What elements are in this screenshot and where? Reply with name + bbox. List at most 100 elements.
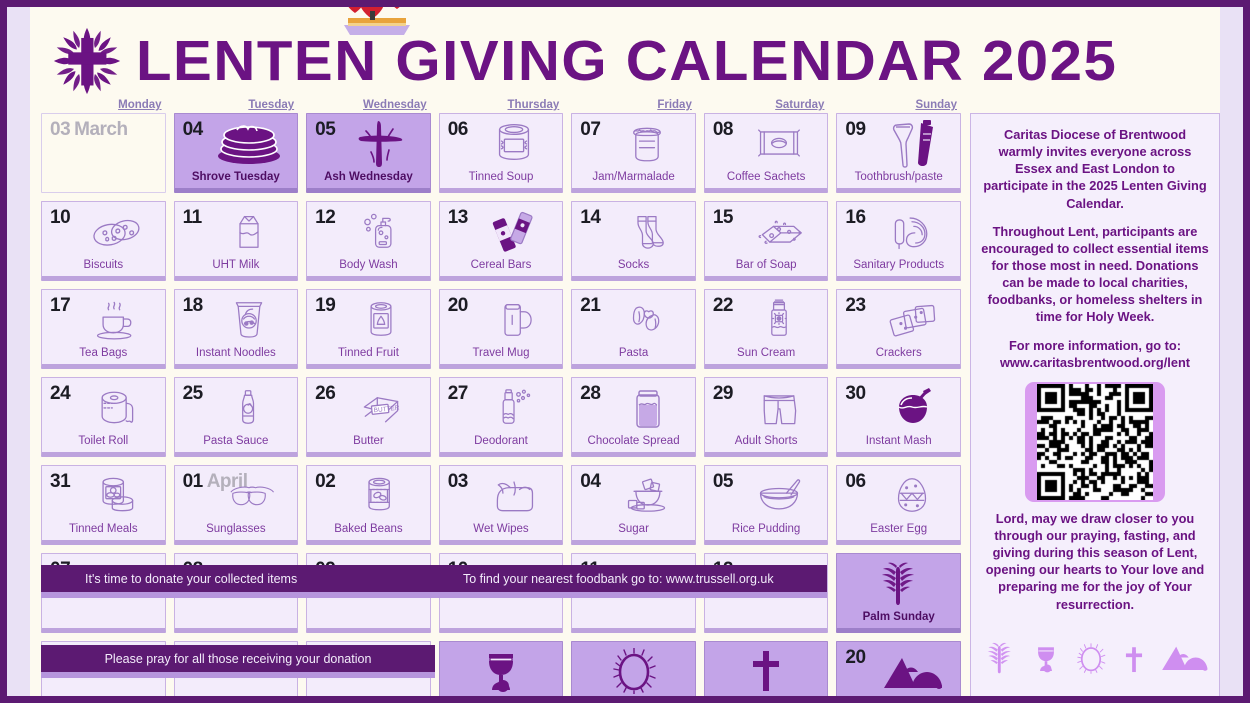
cell-date-number: 13 [447,207,469,228]
cell-date-number: 27 [447,383,469,404]
info-paragraph-3: For more information, go to: www.caritas… [999,337,1191,370]
cell-month-label: March [74,119,128,140]
cross-icon [705,645,828,696]
cell-item-label: Bar of Soap [735,259,797,271]
calendar-cell[interactable]: 06 Tinned Soup [438,113,564,193]
biscuits-icon [42,205,165,257]
jam-jar-icon [572,117,695,169]
calendar-cell[interactable]: 17 Tea Bags [41,289,166,369]
calendar-cell[interactable]: 27 Deodorant [438,377,564,457]
donate-banner: It's time to donate your collected items… [41,565,827,598]
calendar-cell[interactable]: 24 Toilet Roll [41,377,166,457]
qr-code[interactable] [1037,383,1153,500]
teacup-icon [42,293,165,345]
day-header-sunday: Sunday [915,99,957,111]
cell-item-label: Easter Egg [870,523,928,535]
cell-date-number: 20 [447,295,469,316]
calendar-cell[interactable]: 08 Coffee Sachets [703,113,829,193]
cell-date-number: 30 [845,383,866,404]
donation-box-hearts-icon [344,7,410,35]
calendar-cell[interactable]: 29 Adult Shorts [703,377,829,457]
prayer-text: Lord, may we draw closer to you through … [985,510,1205,612]
cell-date-number: 29 [712,383,734,404]
tinned-soup-icon [440,117,563,169]
cell-date-number: 15 [712,207,734,228]
calendar-cell[interactable]: 12 Body Wash [306,201,431,281]
calendar-cell[interactable]: 06 Easter Egg [836,465,961,545]
page-title: LENTEN GIVING CALENDAR 2025 [136,28,1118,93]
cell-date-number: 03 March [50,119,128,140]
cell-date-number: 21 [580,295,601,316]
cell-item-label: Pasta Sauce [203,435,269,447]
cell-date-number: 19 [315,295,336,316]
toilet-roll-icon [42,381,165,433]
calendar-cell[interactable]: 16 Sanitary Products [836,201,961,281]
cell-item-label: Toilet Roll [78,435,129,447]
calendar-cell[interactable]: 22 Sun Cream [703,289,829,369]
calendar-cell[interactable]: 23 Crackers [836,289,961,369]
cell-item-label: Pasta [618,347,649,359]
calendar-cell[interactable]: 18 Instant Noodles [173,289,299,369]
cell-date-number: 04 [182,119,204,140]
cell-date-number: 14 [580,207,601,228]
cell-item-label: Baked Beans [334,523,403,535]
calendar-cell[interactable]: 20Easter Sunday [836,641,961,696]
calendar-cell[interactable]: 07 Jam/Marmalade [571,113,696,193]
wet-wipes-icon [440,469,563,521]
cell-date-number: 25 [182,383,204,404]
calendar-cell[interactable]: 10 Biscuits [41,201,166,281]
calendar-cell[interactable]: 30 Instant Mash [836,377,961,457]
baked-beans-icon [307,469,430,521]
pray-banner: Please pray for all those receiving your… [41,645,435,678]
calendar-cell[interactable]: Good Friday [571,641,696,696]
cell-item-label: Cereal Bars [470,259,532,271]
day-header-friday: Friday [657,99,692,111]
calendar-cell[interactable]: 14 Socks [571,201,696,281]
cell-date-number: 26 [315,383,336,404]
calendar-cell[interactable]: 11 UHT Milk [173,201,299,281]
calendar-cell[interactable]: 13 Cereal Bars [438,201,564,281]
cell-date-number: 06 [845,471,866,492]
cell-item-label: Ash Wednesday [324,171,413,183]
cell-date-number: 23 [845,295,866,316]
cell-item-label: Tea Bags [79,347,128,359]
calendar-cell[interactable]: 03 March [41,113,166,193]
cell-item-label: Butter [353,435,384,447]
calendar-cell[interactable]: 26 BUTTER Butter [306,377,431,457]
chocolate-spread-icon [572,381,695,433]
day-header-thursday: Thursday [507,99,560,111]
calendar-cell[interactable]: 04 Sugar [571,465,696,545]
calendar-cell[interactable]: 25 Pasta Sauce [173,377,299,457]
calendar-cell[interactable]: Holy Saturday [703,641,829,696]
calendar-cell[interactable]: 28 Chocolate Spread [571,377,696,457]
cell-item-label: Sun Cream [737,347,796,359]
calendar-cell[interactable]: 09 Toothbrush/paste [836,113,961,193]
day-header-monday: Monday [118,99,162,111]
calendar-cell[interactable]: 02 Baked Beans [306,465,431,545]
calendar-cell[interactable]: 15 Bar of Soap [703,201,829,281]
calendar-cell[interactable]: 01 April Sunglasses [173,465,299,545]
cell-item-label: Palm Sunday [862,611,935,623]
cell-date-number: 20 [845,647,866,668]
info-paragraph-2: Throughout Lent, participants are encour… [981,223,1209,325]
rice-pudding-icon [705,469,828,521]
calendar-cell[interactable]: 05 Ash Wednesday [306,113,431,193]
sun-cream-icon [705,293,828,345]
calendar-cell[interactable]: Palm Sunday [836,553,961,633]
cell-date-number: 04 [580,471,601,492]
calendar-cell[interactable]: 04 Shrove Tuesday [173,113,299,193]
calendar-cell[interactable]: 20 Travel Mug [438,289,564,369]
sugar-icon [572,469,695,521]
calendar-cell[interactable]: 05 Rice Pudding [703,465,829,545]
ash-cross-icon [307,117,430,169]
cell-date-number: 24 [50,383,71,404]
calendar-cell[interactable]: 31 Tinned Meals [41,465,166,545]
coffee-sachet-icon [705,117,828,169]
pancakes-icon [175,117,298,169]
calendar-cell[interactable]: 19 Tinned Fruit [306,289,431,369]
qr-code-frame[interactable] [1025,381,1165,502]
calendar-cell[interactable]: 03 Wet Wipes [438,465,564,545]
calendar-canvas: LENTEN GIVING CALENDAR 2025 Monday Tuesda… [30,7,1220,696]
calendar-cell[interactable]: Maundy Thursday [438,641,564,696]
calendar-cell[interactable]: 21 Pasta [571,289,696,369]
